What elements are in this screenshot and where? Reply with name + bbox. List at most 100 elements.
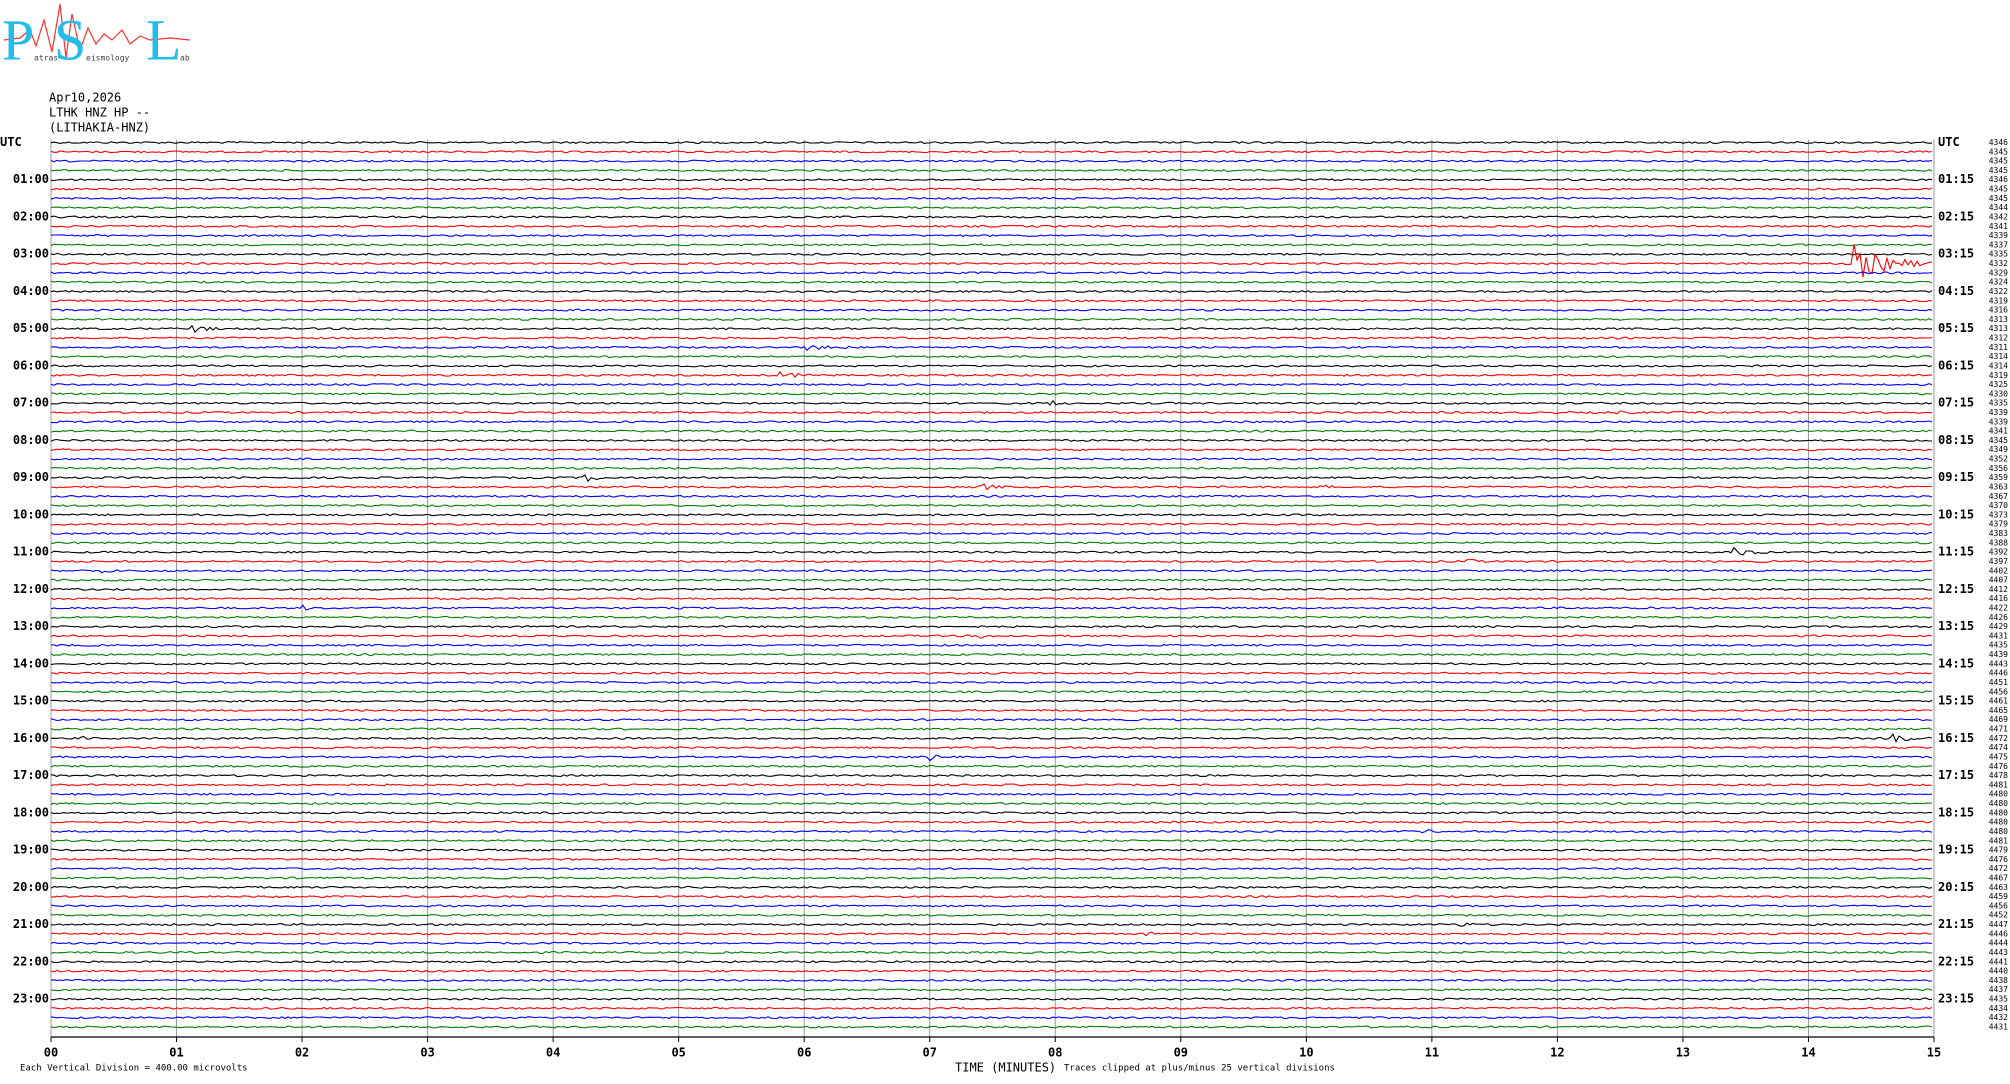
right-time-label: 02:15 — [1938, 209, 1974, 223]
trace — [50, 960, 1933, 964]
trace — [50, 978, 1933, 982]
x-tick-label: 07 — [923, 1046, 937, 1060]
trace-offset: 4472 — [1989, 734, 2008, 743]
trace-offset: 4422 — [1989, 604, 2008, 613]
right-time-label: 04:15 — [1938, 284, 1974, 298]
trace — [50, 215, 1933, 219]
trace — [50, 224, 1933, 228]
trace-offset: 4346 — [1989, 175, 2008, 184]
trace — [50, 299, 1933, 303]
trace — [50, 625, 1933, 629]
trace-offset: 4319 — [1989, 371, 2008, 380]
trace — [50, 746, 1933, 750]
trace — [50, 289, 1933, 293]
left-time-label: 19:00 — [13, 843, 49, 857]
right-time-label: 16:15 — [1938, 731, 1974, 745]
trace — [50, 558, 1933, 563]
trace-offset: 4480 — [1989, 808, 2008, 817]
trace — [50, 811, 1933, 815]
trace — [50, 718, 1933, 722]
logo-letter: P — [2, 7, 34, 72]
trace-offset: 4341 — [1989, 222, 2008, 231]
left-time-label: UTC — [0, 135, 22, 149]
right-time-label: 05:15 — [1938, 321, 1974, 335]
left-time-label: 12:00 — [13, 582, 49, 596]
x-tick-label: 01 — [169, 1046, 183, 1060]
trace — [50, 634, 1933, 639]
trace-offset: 4440 — [1989, 967, 2008, 976]
trace — [50, 643, 1933, 647]
trace — [50, 271, 1933, 275]
trace-offset: 4431 — [1989, 631, 2008, 640]
trace — [50, 187, 1933, 191]
trace — [50, 597, 1933, 601]
trace — [50, 159, 1933, 163]
trace-offset: 4402 — [1989, 566, 2008, 575]
x-tick-label: 03 — [420, 1046, 434, 1060]
x-tick-label: 12 — [1550, 1046, 1564, 1060]
x-tick-label: 00 — [44, 1046, 58, 1060]
trace — [50, 867, 1933, 871]
trace-offset: 4339 — [1989, 417, 2008, 426]
logo-letter: S — [54, 7, 86, 72]
trace-offset: 4313 — [1989, 315, 2008, 324]
x-tick-label: 04 — [546, 1046, 560, 1060]
trace — [50, 876, 1933, 880]
left-time-label: 02:00 — [13, 209, 49, 223]
trace — [50, 364, 1933, 368]
trace — [50, 1006, 1933, 1010]
trace-offset: 4456 — [1989, 901, 2008, 910]
trace — [50, 662, 1933, 666]
trace — [50, 168, 1933, 172]
trace — [50, 541, 1933, 545]
trace — [50, 234, 1933, 238]
right-time-label: 01:15 — [1938, 172, 1974, 186]
trace — [50, 708, 1933, 712]
trace-offset: 4479 — [1989, 846, 2008, 855]
trace-offset: 4337 — [1989, 240, 2008, 249]
trace — [50, 941, 1933, 945]
trace-offset: 4438 — [1989, 976, 2008, 985]
trace — [50, 578, 1933, 582]
trace-offset: 4444 — [1989, 939, 2008, 948]
trace-offset: 4434 — [1989, 1004, 2008, 1013]
trace-offset: 4363 — [1989, 482, 2008, 491]
left-time-label: 14:00 — [13, 656, 49, 670]
footer-clip: Traces clipped at plus/minus 25 vertical… — [1064, 1064, 1335, 1074]
trace-offset: 4476 — [1989, 762, 2008, 771]
trace — [50, 308, 1933, 312]
trace-offset: 4339 — [1989, 231, 2008, 240]
trace — [50, 569, 1933, 574]
trace-offset: 4475 — [1989, 752, 2008, 761]
trace-offset: 4345 — [1989, 194, 2008, 203]
x-tick-label: 02 — [295, 1046, 309, 1060]
trace — [51, 671, 1933, 675]
trace — [50, 370, 1933, 378]
trace-offset: 4392 — [1989, 548, 2008, 557]
trace — [50, 587, 1933, 591]
trace-offset: 4342 — [1989, 212, 2008, 221]
trace-offset: 4480 — [1989, 818, 2008, 827]
trace-offset: 4437 — [1989, 985, 2008, 994]
trace-offset: 4332 — [1989, 259, 2008, 268]
trace-offset: 4322 — [1989, 287, 2008, 296]
trace-offset: 4359 — [1989, 473, 2008, 482]
logo-word: eismology — [86, 54, 130, 63]
trace — [51, 931, 1933, 937]
trace-offset: 4480 — [1989, 790, 2008, 799]
trace — [50, 178, 1933, 182]
trace-offset: 4407 — [1989, 576, 2008, 585]
trace — [50, 244, 1933, 278]
trace — [50, 392, 1933, 396]
trace-offset: 4443 — [1989, 948, 2008, 957]
trace — [50, 857, 1932, 861]
trace — [50, 885, 1933, 889]
trace-offset: 4325 — [1989, 380, 2008, 389]
trace — [50, 615, 1933, 619]
trace-offset: 4339 — [1989, 408, 2008, 417]
left-time-label: 10:00 — [13, 507, 49, 521]
trace — [50, 1025, 1933, 1029]
x-axis-label: TIME (MINUTES) — [955, 1061, 1056, 1075]
